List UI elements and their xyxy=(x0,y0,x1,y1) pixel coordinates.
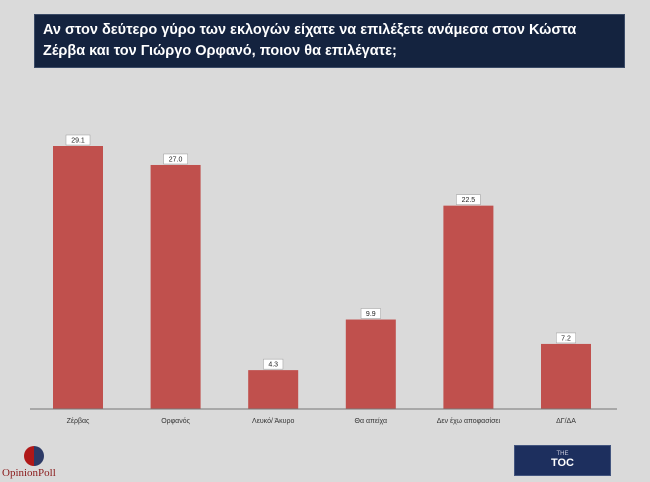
data-label-4: 22.5 xyxy=(462,197,476,204)
the-toc-logo-text: TOC xyxy=(550,457,575,469)
bar-4 xyxy=(443,205,494,409)
category-label-2: Λευκό/ Άκυρο xyxy=(252,417,294,425)
opinionpoll-logo: OpinionPoll xyxy=(2,444,66,482)
data-label-3: 9.9 xyxy=(366,311,376,318)
the-toc-logo-the: THE xyxy=(556,451,569,457)
bar-1 xyxy=(150,164,201,409)
data-label-box-0 xyxy=(65,134,91,146)
bar-5 xyxy=(541,343,591,409)
data-label-box-1 xyxy=(163,153,188,165)
data-label-2: 4.3 xyxy=(268,362,278,369)
bar-0 xyxy=(53,146,103,409)
data-label-1: 27.0 xyxy=(169,156,183,163)
category-label-4: Δεν έχω αποφασίσει xyxy=(437,417,501,425)
bar-2 xyxy=(248,370,299,409)
data-label-box-3 xyxy=(360,308,381,319)
bar-3 xyxy=(345,319,396,409)
data-label-0: 29.1 xyxy=(71,138,85,145)
opinionpoll-logo-icon xyxy=(24,446,44,466)
category-label-1: Ορφανός xyxy=(161,417,190,425)
data-label-box-2 xyxy=(263,358,284,370)
the-toc-logo: THE TOC xyxy=(514,445,611,476)
category-label-0: Ζέρβας xyxy=(67,417,90,425)
data-label-5: 7.2 xyxy=(561,335,571,342)
category-label-3: Θα απείχα xyxy=(355,417,388,425)
category-label-5: ΔΓ/ΔΑ xyxy=(556,418,576,425)
opinionpoll-logo-text: OpinionPoll xyxy=(2,467,56,479)
data-label-box-4 xyxy=(456,194,481,205)
chart-title: Αν στον δεύτερο γύρο των εκλογών είχατε … xyxy=(34,14,625,68)
data-label-box-5 xyxy=(556,332,576,344)
